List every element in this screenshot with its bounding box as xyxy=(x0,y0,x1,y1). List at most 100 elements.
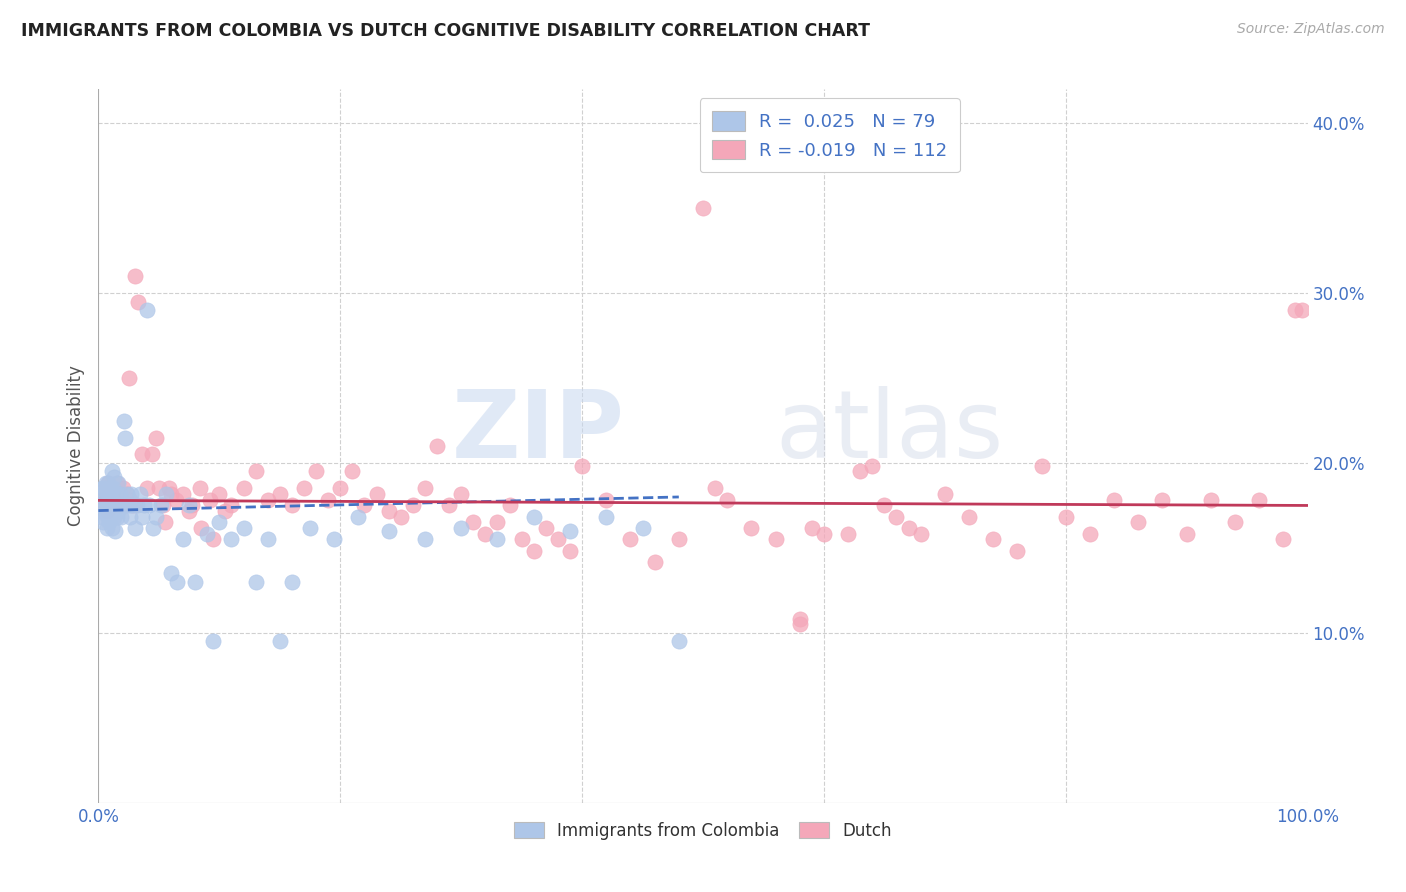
Point xyxy=(145,510,167,524)
Point xyxy=(281,574,304,589)
Point xyxy=(860,459,883,474)
Point xyxy=(510,533,533,547)
Point xyxy=(299,520,322,534)
Point xyxy=(124,520,146,534)
Point xyxy=(619,533,641,547)
Text: ZIP: ZIP xyxy=(451,385,624,478)
Point xyxy=(765,533,787,547)
Point xyxy=(105,510,128,524)
Point xyxy=(97,476,120,491)
Point xyxy=(463,516,485,530)
Point xyxy=(179,499,201,513)
Point xyxy=(172,533,194,547)
Point xyxy=(486,533,509,547)
Point xyxy=(94,507,117,521)
Point xyxy=(118,493,141,508)
Point xyxy=(837,527,859,541)
Point xyxy=(644,555,666,569)
Point xyxy=(1152,493,1174,508)
Point xyxy=(789,612,811,626)
Point xyxy=(813,527,835,541)
Point xyxy=(269,486,291,500)
Text: IMMIGRANTS FROM COLOMBIA VS DUTCH COGNITIVE DISABILITY CORRELATION CHART: IMMIGRANTS FROM COLOMBIA VS DUTCH COGNIT… xyxy=(21,22,870,40)
Point xyxy=(1007,544,1029,558)
Point xyxy=(94,476,117,491)
Point xyxy=(523,544,546,558)
Point xyxy=(100,493,122,508)
Point xyxy=(112,413,135,427)
Point xyxy=(316,493,339,508)
Point xyxy=(100,493,122,508)
Point xyxy=(104,499,127,513)
Point xyxy=(110,510,132,524)
Point xyxy=(111,482,134,496)
Text: atlas: atlas xyxy=(776,385,1004,478)
Point xyxy=(153,516,176,530)
Point xyxy=(141,448,163,462)
Point xyxy=(1199,493,1222,508)
Point xyxy=(104,493,127,508)
Point xyxy=(232,520,254,534)
Point xyxy=(498,499,520,513)
Point xyxy=(547,533,569,547)
Point xyxy=(195,527,218,541)
Point xyxy=(117,486,139,500)
Point xyxy=(413,533,436,547)
Point xyxy=(108,486,131,500)
Point xyxy=(105,476,128,491)
Point xyxy=(142,520,165,534)
Point xyxy=(108,493,131,508)
Point xyxy=(166,574,188,589)
Point xyxy=(96,499,118,513)
Point xyxy=(127,499,149,513)
Point xyxy=(886,510,908,524)
Point xyxy=(104,524,127,538)
Point xyxy=(93,493,115,508)
Point xyxy=(114,430,136,444)
Point xyxy=(269,634,291,648)
Point xyxy=(107,476,129,491)
Point xyxy=(214,503,236,517)
Point xyxy=(1054,510,1077,524)
Point xyxy=(90,486,112,500)
Point xyxy=(97,490,120,504)
Point xyxy=(101,499,124,513)
Point xyxy=(523,510,546,524)
Point xyxy=(172,486,194,500)
Point xyxy=(91,503,114,517)
Point xyxy=(107,499,129,513)
Point xyxy=(91,482,114,496)
Point xyxy=(1223,516,1246,530)
Point xyxy=(155,486,177,500)
Point xyxy=(534,520,557,534)
Point xyxy=(486,516,509,530)
Point xyxy=(91,510,114,524)
Point xyxy=(105,486,128,500)
Point xyxy=(131,510,153,524)
Point xyxy=(1291,303,1313,318)
Point xyxy=(1284,303,1306,318)
Point xyxy=(1102,493,1125,508)
Point xyxy=(221,499,243,513)
Point xyxy=(692,201,714,215)
Point xyxy=(631,520,654,534)
Point xyxy=(111,499,134,513)
Point xyxy=(402,499,425,513)
Point xyxy=(1128,516,1150,530)
Point xyxy=(93,482,115,496)
Point xyxy=(98,516,121,530)
Point xyxy=(1272,533,1295,547)
Y-axis label: Cognitive Disability: Cognitive Disability xyxy=(66,366,84,526)
Point xyxy=(981,533,1004,547)
Point xyxy=(704,482,727,496)
Point xyxy=(115,499,138,513)
Point xyxy=(256,493,278,508)
Point xyxy=(135,303,157,318)
Point xyxy=(100,465,122,479)
Point xyxy=(98,503,121,517)
Point xyxy=(377,524,399,538)
Point xyxy=(101,482,124,496)
Point xyxy=(121,499,143,513)
Point xyxy=(179,503,201,517)
Point xyxy=(366,486,388,500)
